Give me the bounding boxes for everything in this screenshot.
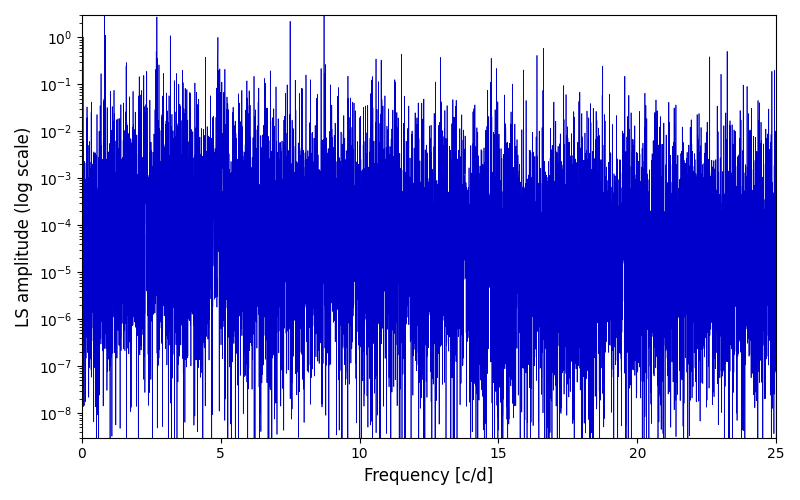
X-axis label: Frequency [c/d]: Frequency [c/d] xyxy=(364,467,494,485)
Y-axis label: LS amplitude (log scale): LS amplitude (log scale) xyxy=(15,126,33,326)
